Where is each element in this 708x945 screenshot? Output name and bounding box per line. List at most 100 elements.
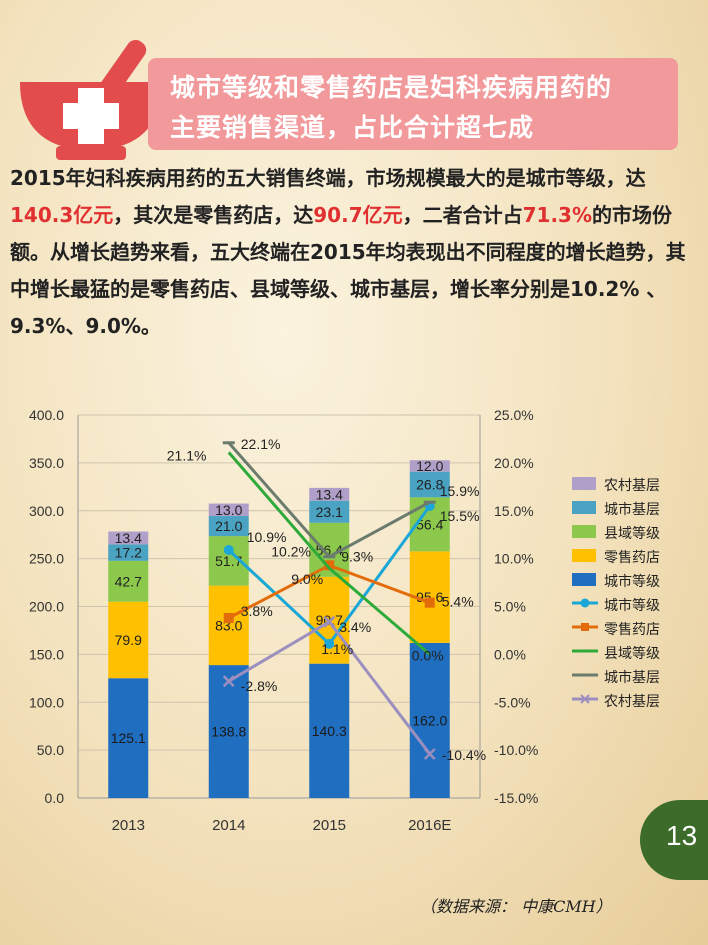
line-point (324, 638, 335, 649)
legend-label: 农村基层 (604, 693, 660, 710)
page-number: 13 (666, 820, 698, 851)
bar-segment (108, 560, 149, 602)
summary-highlight-3: 71.3% (522, 203, 593, 227)
banner-title-line2: 主要销售渠道，占比合计超七成 (170, 113, 535, 142)
bar-segment (208, 665, 249, 798)
line-data-label: 21.1% (167, 447, 207, 463)
bar-data-label: 12.0 (416, 458, 443, 474)
y-right-tick-label: 0.0% (494, 646, 526, 662)
x-tick-label: 2013 (112, 817, 145, 834)
summary-paragraph: 2015年妇科疾病用药的五大销售终端，市场规模最大的是城市等级，达 140.3亿元… (10, 160, 700, 345)
bar-data-label: 138.8 (211, 724, 246, 740)
bar-data-label: 140.3 (312, 723, 347, 739)
bar-data-label: 13.0 (215, 502, 242, 518)
y-right-tick-label: -15.0% (494, 790, 538, 806)
y-right-tick-label: 10.0% (494, 551, 534, 567)
bar-segment (208, 503, 249, 517)
bar-segment (309, 663, 350, 798)
line-data-label: -2.8% (241, 678, 278, 694)
legend-marker (580, 694, 590, 704)
y-left-tick-label: 0.0 (45, 790, 65, 806)
bar-segment (108, 678, 149, 798)
y-left-tick-label: 50.0 (37, 742, 64, 758)
legend-label: 城市等级 (604, 597, 660, 614)
bar-segment (208, 585, 249, 666)
title-banner: 城市等级和零售药店是妇科疾病用药的 主要销售渠道，占比合计超七成 (148, 58, 678, 150)
summary-text-4: 的市场份额。从增长趋势来看，五大终端在2015年均表现出不同程度的增长趋势，其中… (10, 203, 686, 338)
y-right-tick-label: 20.0% (494, 455, 534, 471)
bar-data-label: 79.9 (115, 632, 142, 648)
line-data-label: -10.4% (442, 747, 486, 763)
line-data-label: 15.5% (440, 508, 480, 524)
legend-label: 城市等级 (604, 573, 660, 590)
bar-segment (409, 642, 450, 798)
line-point (424, 597, 435, 608)
bar-segment (108, 544, 149, 561)
bar-segment (409, 460, 450, 472)
y-right-tick-label: 25.0% (494, 407, 534, 423)
line-point (223, 545, 234, 556)
legend-swatch (572, 573, 596, 586)
bar-data-label: 23.1 (316, 504, 343, 520)
bar-data-label: 56.4 (416, 516, 443, 532)
bar-data-label: 21.0 (215, 518, 242, 534)
y-right-tick-label: 15.0% (494, 503, 534, 519)
line-data-label: 10.9% (247, 529, 287, 545)
line-data-label: 1.1% (321, 641, 353, 657)
y-left-tick-label: 250.0 (29, 551, 64, 567)
y-right-tick-label: -10.0% (494, 742, 538, 758)
summary-text-2: ，其次是零售药店，达 (113, 203, 314, 227)
bar-data-label: 162.0 (412, 712, 447, 728)
line-data-label: 0.0% (412, 647, 444, 663)
bar-segment (108, 601, 149, 679)
data-source-note: （数据来源： 中康CMH） (420, 897, 612, 916)
line-point (423, 748, 436, 760)
y-left-tick-label: 150.0 (29, 646, 64, 662)
summary-text-3: ，二者合计占 (402, 203, 523, 227)
line-point (323, 615, 336, 628)
x-tick-label: 2015 (313, 817, 346, 834)
legend-marker (581, 623, 589, 631)
y-right-tick-label: 5.0% (494, 599, 526, 615)
legend-swatch (572, 525, 596, 538)
legend-marker (580, 598, 590, 608)
bar-segment (208, 516, 249, 537)
x-tick-label: 2016E (408, 817, 451, 834)
line-series (227, 451, 431, 656)
bar-data-label: 83.0 (215, 617, 242, 633)
banner-title-line1: 城市等级和零售药店是妇科疾病用药的 (170, 73, 613, 102)
legend-label: 农村基层 (604, 477, 660, 494)
line-data-label: 9.3% (341, 548, 373, 564)
legend-label: 城市基层 (604, 501, 660, 518)
bar-segment (409, 471, 450, 498)
bar-data-label: 42.7 (115, 573, 142, 589)
y-left-tick-label: 100.0 (29, 694, 64, 710)
line-data-label: 15.9% (440, 483, 480, 499)
y-left-tick-label: 400.0 (29, 407, 64, 423)
bar-segment (309, 487, 350, 501)
legend-label: 县域等级 (604, 645, 660, 662)
line-data-label: 5.4% (442, 594, 474, 610)
legend-label: 零售药店 (604, 550, 660, 566)
legend-label: 零售药店 (604, 622, 660, 638)
stacked-bar-line-chart: 0.0 50.0 100.0 150.0 200.0 250.0 300.0 350.0 400… (29, 407, 660, 834)
legend-label: 城市基层 (604, 669, 660, 686)
y-left-tick-label: 200.0 (29, 599, 64, 615)
bar-segment (108, 531, 149, 545)
line-data-label: 22.1% (241, 436, 281, 452)
y-right-tick-label: -5.0% (494, 694, 531, 710)
line-data-label: 10.2% (271, 544, 311, 560)
summary-text-1: 2015年妇科疾病用药的五大销售终端，市场规模最大的是城市等级，达 (10, 166, 646, 190)
bar-data-label: 13.4 (115, 530, 142, 546)
y-left-tick-label: 300.0 (29, 503, 64, 519)
bar-segment (309, 500, 350, 523)
legend-swatch (572, 549, 596, 562)
legend-label: 县域等级 (604, 525, 660, 542)
summary-highlight-2: 90.7亿元 (313, 203, 403, 227)
bar-data-label: 17.2 (115, 545, 142, 561)
line-point (222, 675, 235, 688)
summary-highlight-1: 140.3亿元 (10, 203, 114, 227)
mortar-medicine-icon (20, 39, 162, 160)
x-tick-label: 2014 (212, 817, 245, 834)
bar-data-label: 125.1 (111, 730, 146, 746)
